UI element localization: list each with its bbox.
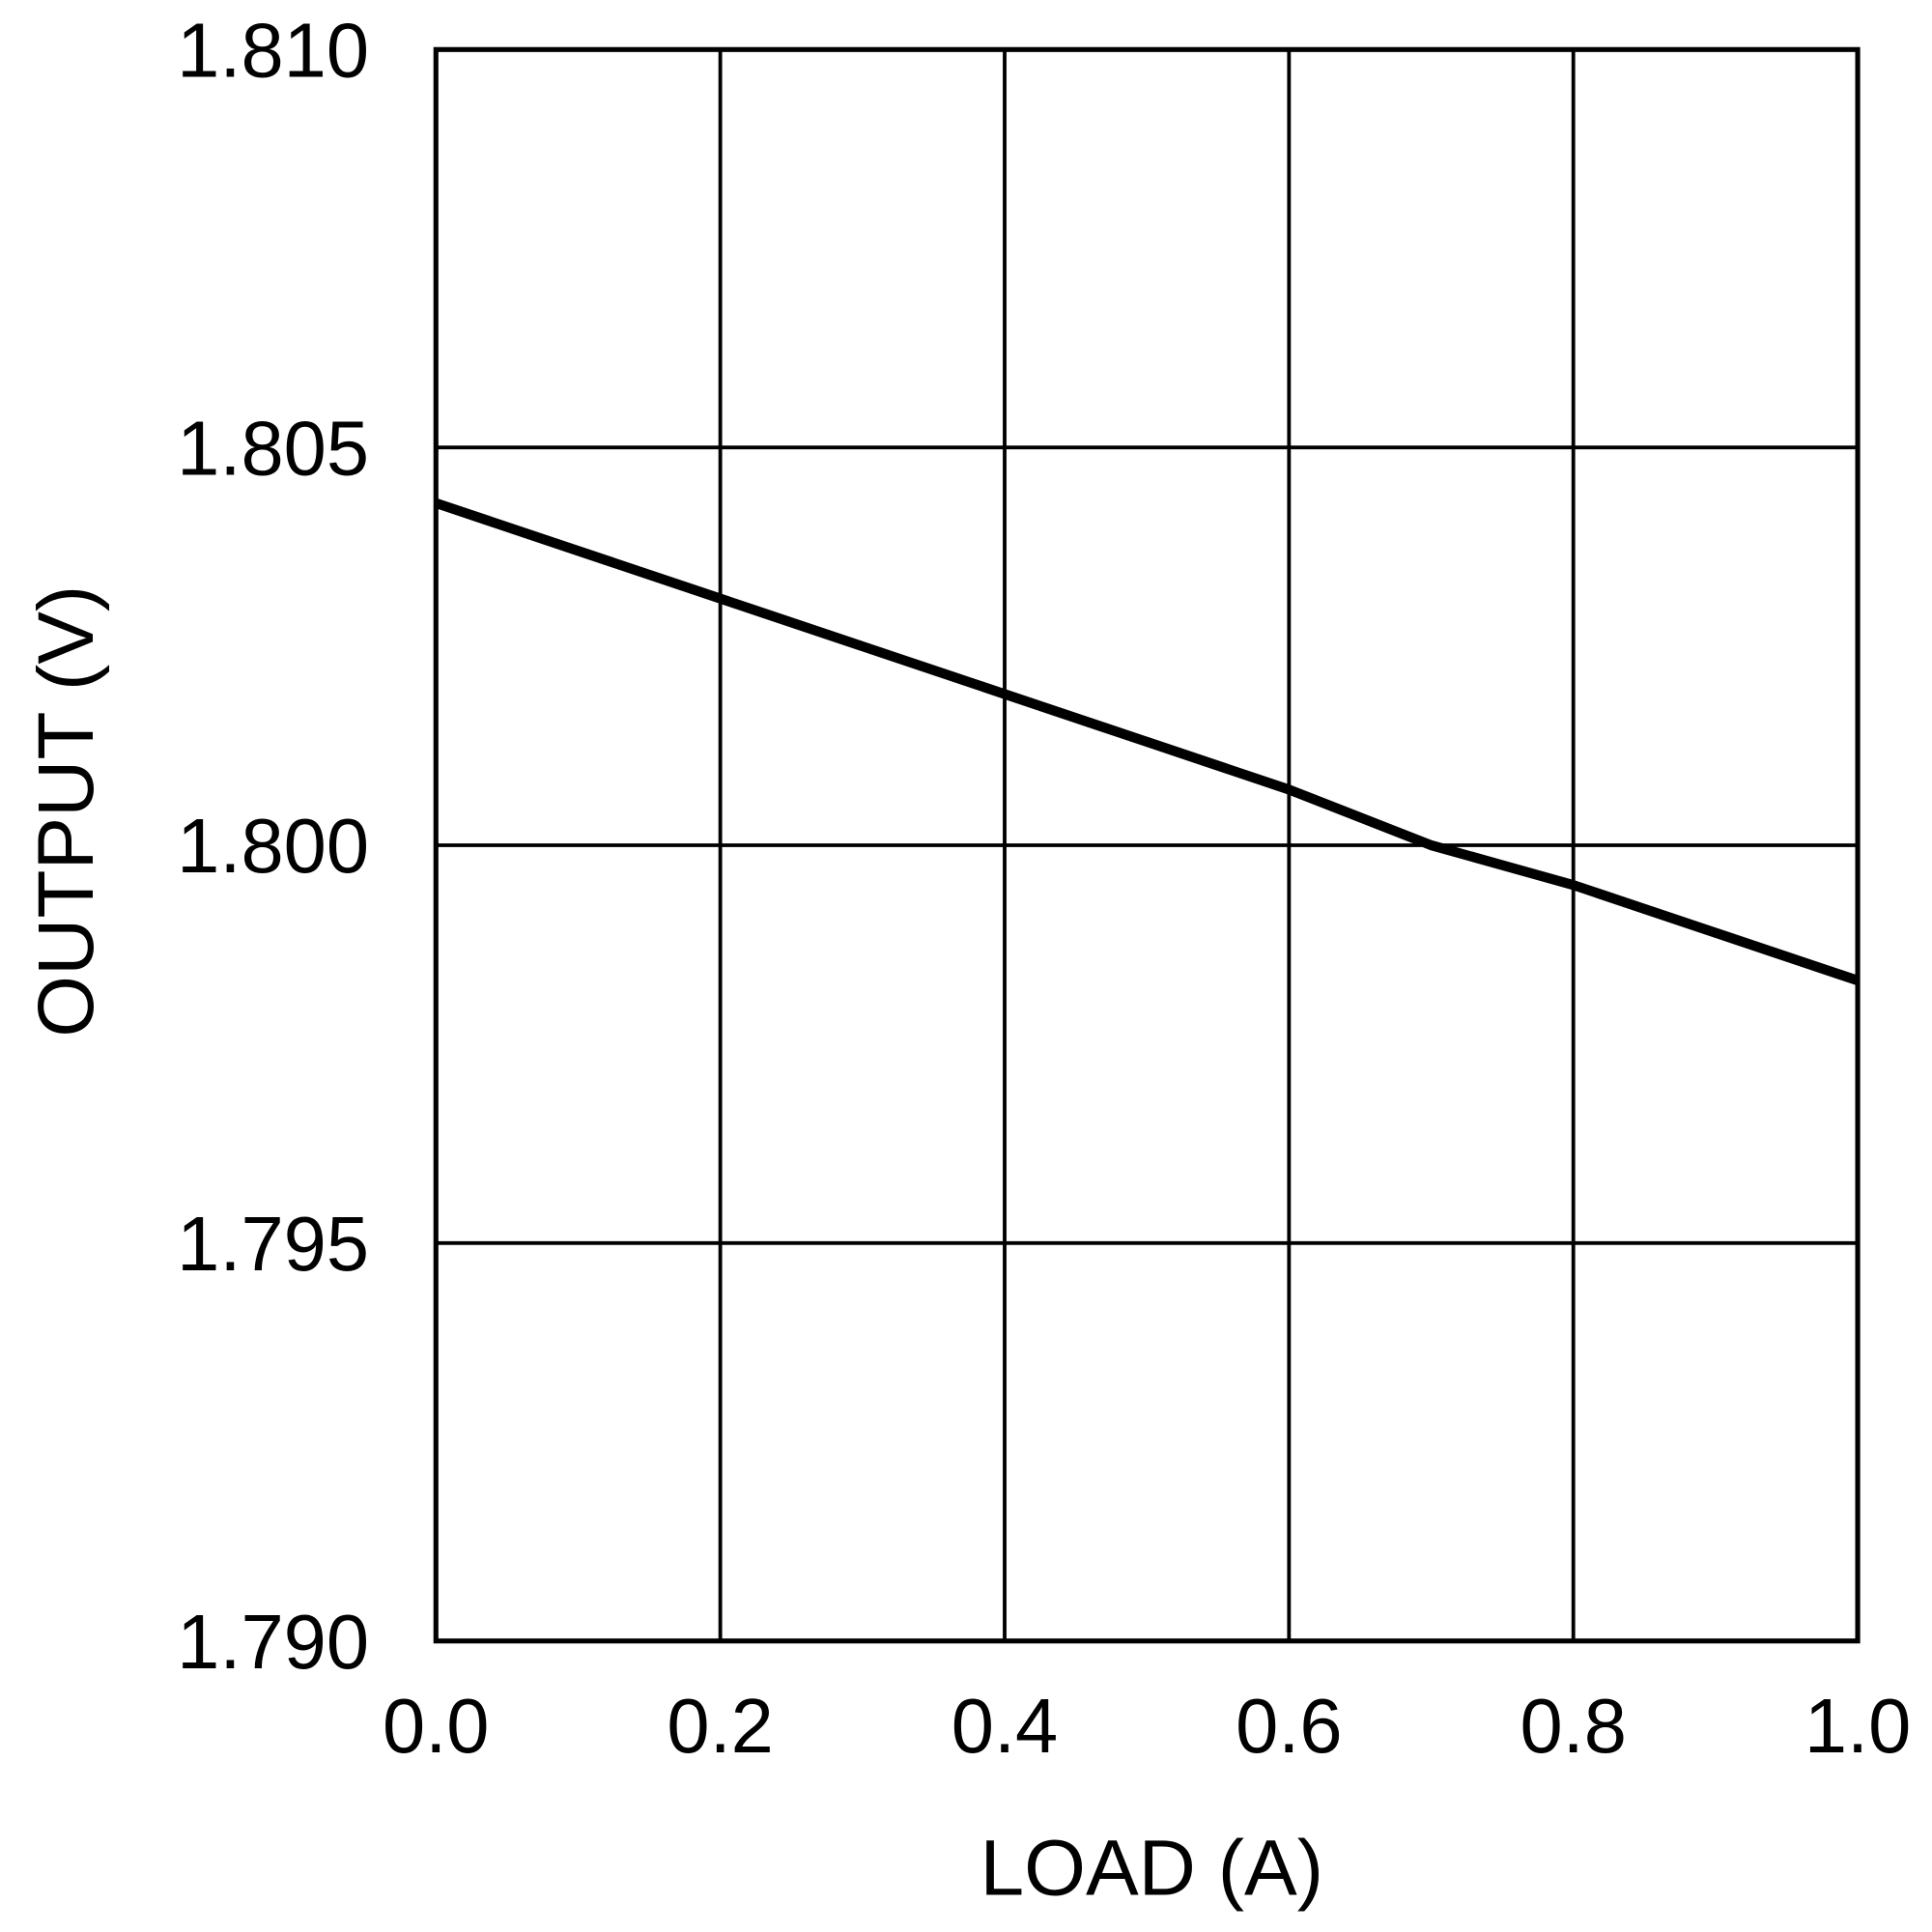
y-tick-label: 1.795 [177,1201,369,1287]
x-tick-label: 0.4 [952,1683,1058,1769]
x-tick-label: 0.6 [1236,1683,1342,1769]
series-line [434,497,1860,985]
x-tick-labels: 0.0 0.2 0.4 0.6 0.8 1.0 [383,1683,1911,1769]
series [434,497,1860,985]
y-tick-label: 1.810 [177,7,369,93]
grid [434,47,1861,1643]
y-tick-labels: 1.790 1.795 1.800 1.805 1.810 [177,7,369,1684]
y-axis-label: OUTPUT (V) [22,585,110,1037]
x-axis-label: LOAD (A) [980,1825,1324,1913]
x-tick-label: 0.0 [383,1683,489,1769]
x-tick-label: 1.0 [1804,1683,1911,1769]
plot-frame [433,46,1861,1644]
y-tick-label: 1.805 [177,405,369,491]
x-tick-label: 0.8 [1520,1683,1626,1769]
y-tick-label: 1.790 [177,1599,369,1685]
x-tick-label: 0.2 [667,1683,773,1769]
y-tick-label: 1.800 [177,803,369,889]
